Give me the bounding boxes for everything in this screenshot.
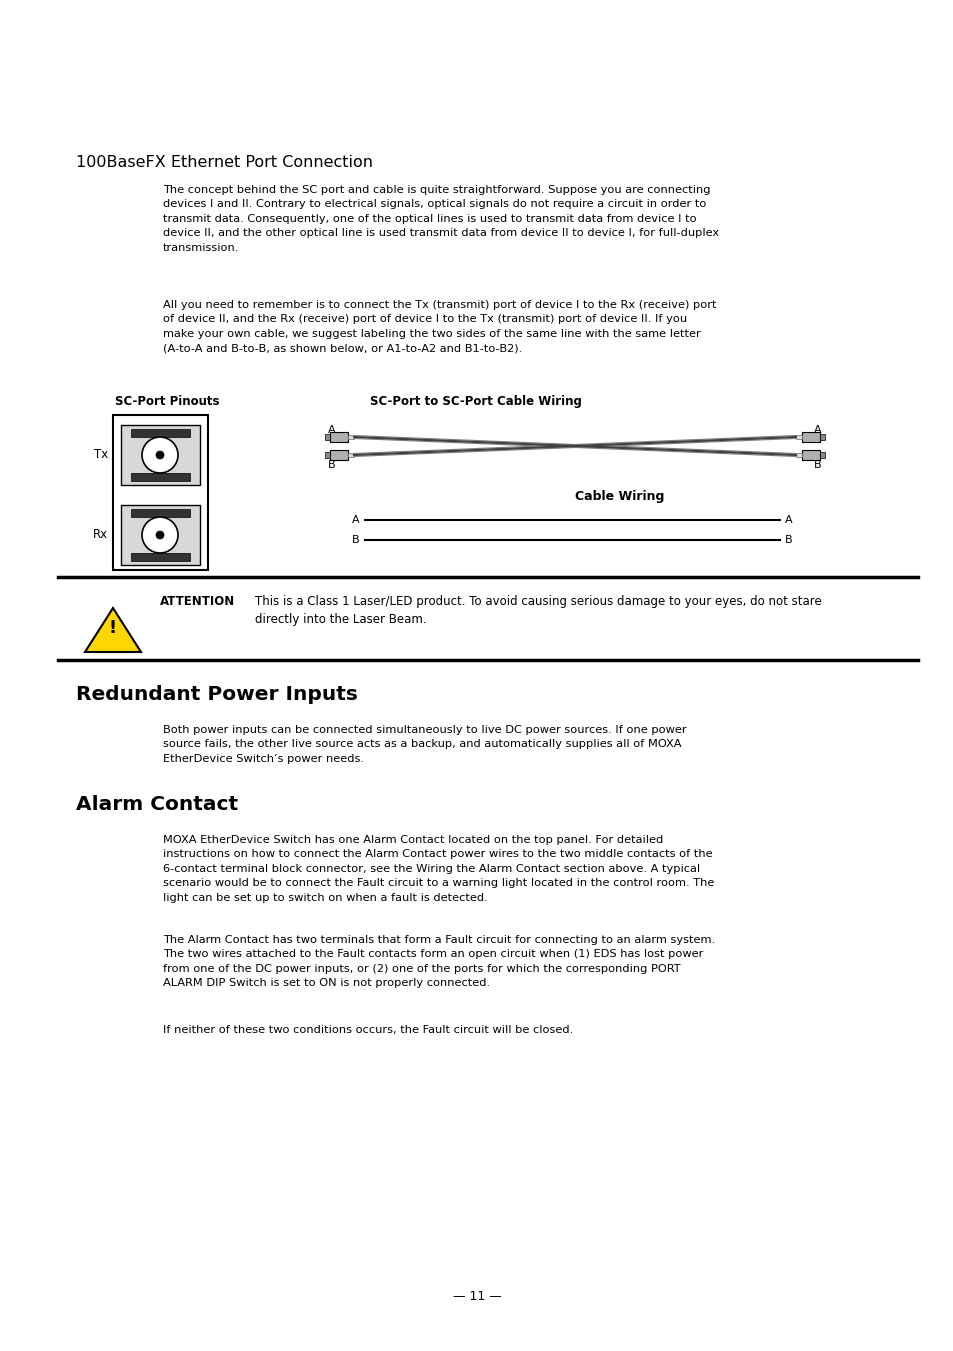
Text: Both power inputs can be connected simultaneously to live DC power sources. If o: Both power inputs can be connected simul… bbox=[163, 725, 686, 763]
Text: A: A bbox=[352, 515, 359, 526]
Text: Alarm Contact: Alarm Contact bbox=[76, 794, 238, 815]
Bar bbox=[348, 435, 354, 439]
Text: B: B bbox=[814, 459, 821, 470]
Bar bbox=[330, 432, 348, 442]
Text: This is a Class 1 Laser/LED product. To avoid causing serious damage to your eye: This is a Class 1 Laser/LED product. To … bbox=[254, 594, 821, 626]
Text: Rx: Rx bbox=[92, 528, 108, 542]
Text: A: A bbox=[784, 515, 792, 526]
Circle shape bbox=[156, 451, 164, 459]
Text: Tx: Tx bbox=[93, 449, 108, 462]
Circle shape bbox=[142, 436, 178, 473]
Circle shape bbox=[156, 531, 164, 539]
Bar bbox=[795, 453, 801, 457]
Text: MOXA EtherDevice Switch has one Alarm Contact located on the top panel. For deta: MOXA EtherDevice Switch has one Alarm Co… bbox=[163, 835, 714, 902]
Text: B: B bbox=[352, 535, 359, 544]
Text: !: ! bbox=[109, 619, 117, 638]
Bar bbox=[795, 435, 801, 439]
Text: B: B bbox=[328, 459, 335, 470]
Bar bbox=[801, 450, 820, 459]
Bar bbox=[325, 453, 330, 458]
Text: — 11 —: — 11 — bbox=[452, 1290, 501, 1302]
Text: SC-Port Pinouts: SC-Port Pinouts bbox=[115, 394, 219, 408]
Text: Redundant Power Inputs: Redundant Power Inputs bbox=[76, 685, 357, 704]
Polygon shape bbox=[85, 608, 141, 653]
Bar bbox=[820, 453, 824, 458]
Bar bbox=[131, 430, 190, 436]
Text: If neither of these two conditions occurs, the Fault circuit will be closed.: If neither of these two conditions occur… bbox=[163, 1025, 573, 1035]
Bar bbox=[121, 426, 200, 485]
Bar bbox=[131, 509, 190, 517]
Circle shape bbox=[142, 517, 178, 553]
Bar bbox=[112, 415, 208, 570]
Bar bbox=[131, 473, 190, 481]
Bar bbox=[325, 434, 330, 440]
Bar bbox=[820, 434, 824, 440]
Text: The concept behind the SC port and cable is quite straightforward. Suppose you a: The concept behind the SC port and cable… bbox=[163, 185, 719, 253]
Text: B: B bbox=[784, 535, 792, 544]
Text: All you need to remember is to connect the Tx (transmit) port of device I to the: All you need to remember is to connect t… bbox=[163, 300, 716, 353]
Bar bbox=[131, 553, 190, 561]
Text: SC-Port to SC-Port Cable Wiring: SC-Port to SC-Port Cable Wiring bbox=[370, 394, 581, 408]
Text: The Alarm Contact has two terminals that form a Fault circuit for connecting to : The Alarm Contact has two terminals that… bbox=[163, 935, 715, 988]
Bar bbox=[330, 450, 348, 459]
Bar bbox=[121, 505, 200, 565]
Text: A: A bbox=[328, 426, 335, 435]
Text: Cable Wiring: Cable Wiring bbox=[575, 490, 664, 503]
Text: ATTENTION: ATTENTION bbox=[160, 594, 235, 608]
Text: 100BaseFX Ethernet Port Connection: 100BaseFX Ethernet Port Connection bbox=[76, 155, 373, 170]
Text: A: A bbox=[814, 426, 821, 435]
Bar bbox=[801, 432, 820, 442]
Bar bbox=[348, 453, 354, 457]
